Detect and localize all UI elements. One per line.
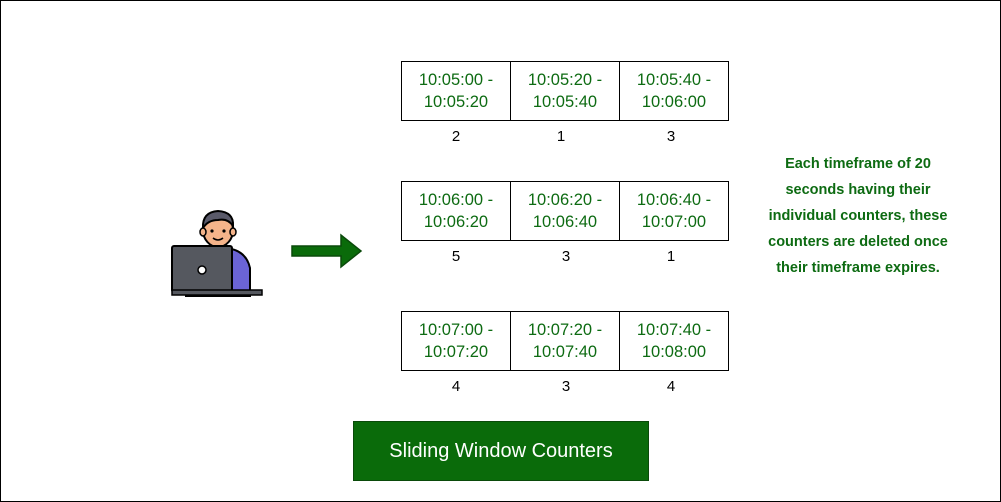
window-counter: 3 [666, 128, 676, 145]
time-window: 10:05:00 - 10:05:20 [401, 61, 511, 121]
window-end: 10:07:40 [532, 343, 598, 361]
window-end: 10:05:20 [423, 93, 489, 111]
window-counter: 4 [451, 378, 461, 395]
window-end: 10:08:00 [641, 343, 707, 361]
window-counter: 3 [561, 248, 571, 265]
note-line: seconds having their [785, 182, 931, 198]
window-start: 10:06:20 - [527, 191, 603, 209]
window-row-1: 10:05:00 - 10:05:20 10:05:20 - 10:05:40 … [401, 61, 732, 121]
window-counter: 5 [451, 248, 461, 265]
window-start: 10:06:00 - [418, 191, 494, 209]
window-end: 10:05:40 [532, 93, 598, 111]
time-window: 10:06:20 - 10:06:40 [510, 181, 620, 241]
window-row-3: 10:07:00 - 10:07:20 10:07:20 - 10:07:40 … [401, 311, 732, 371]
window-end: 10:07:00 [641, 213, 707, 231]
diagram-title: Sliding Window Counters [353, 421, 649, 481]
explanation-note: Each timeframe of 20 seconds having thei… [753, 151, 963, 281]
window-end: 10:06:40 [532, 213, 598, 231]
note-line: their timeframe expires. [776, 260, 940, 276]
time-window: 10:05:40 - 10:06:00 [619, 61, 729, 121]
window-start: 10:07:20 - [527, 321, 603, 339]
window-end: 10:07:20 [423, 343, 489, 361]
time-window: 10:06:00 - 10:06:20 [401, 181, 511, 241]
window-start: 10:07:00 - [418, 321, 494, 339]
window-start: 10:05:00 - [418, 71, 494, 89]
window-end: 10:06:00 [641, 93, 707, 111]
time-window: 10:05:20 - 10:05:40 [510, 61, 620, 121]
window-start: 10:07:40 - [636, 321, 712, 339]
user-with-laptop-icon [171, 209, 263, 297]
window-counter: 2 [451, 128, 461, 145]
note-line: individual counters, these [768, 208, 948, 224]
window-counter: 1 [666, 248, 676, 265]
window-start: 10:06:40 - [636, 191, 712, 209]
window-counter: 4 [666, 378, 676, 395]
time-window: 10:07:40 - 10:08:00 [619, 311, 729, 371]
window-row-2: 10:06:00 - 10:06:20 10:06:20 - 10:06:40 … [401, 181, 732, 241]
right-arrow-icon [291, 233, 363, 269]
window-counter: 1 [556, 128, 566, 145]
time-window: 10:06:40 - 10:07:00 [619, 181, 729, 241]
note-line: Each timeframe of 20 [785, 156, 931, 172]
window-end: 10:06:20 [423, 213, 489, 231]
note-line: counters are deleted once [768, 234, 948, 250]
time-window: 10:07:20 - 10:07:40 [510, 311, 620, 371]
window-start: 10:05:40 - [636, 71, 712, 89]
window-counter: 3 [561, 378, 571, 395]
window-start: 10:05:20 - [527, 71, 603, 89]
time-window: 10:07:00 - 10:07:20 [401, 311, 511, 371]
